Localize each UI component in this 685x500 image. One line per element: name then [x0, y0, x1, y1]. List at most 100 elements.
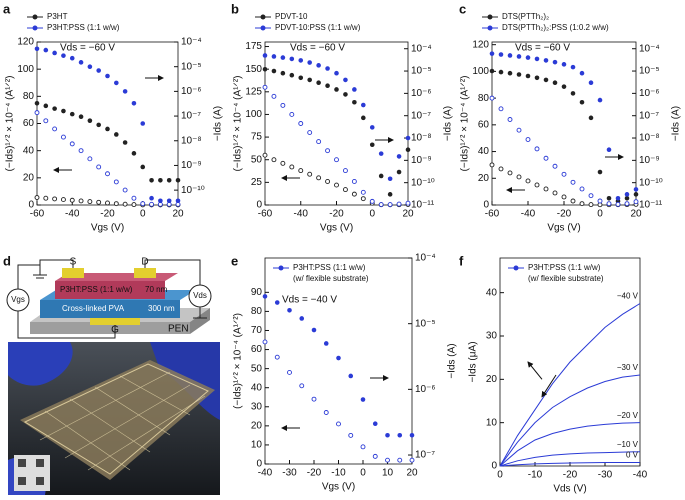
y2-tick-label: 10⁻⁷ — [181, 111, 201, 122]
current-point — [534, 56, 540, 62]
current-point — [405, 147, 411, 152]
sqrt-point — [96, 164, 102, 170]
sqrt-point — [570, 198, 576, 204]
x-tick-label: -40 — [633, 470, 648, 481]
current-point — [336, 355, 341, 361]
substrate-label: PEN — [168, 324, 189, 335]
x-tick-label: 0 — [140, 209, 146, 220]
current-point — [606, 147, 612, 152]
curve-label: −20 V — [617, 411, 639, 420]
sqrt-point — [334, 157, 339, 163]
sqrt-point — [149, 201, 155, 207]
y2-axis-label: −Ids (A) — [671, 106, 682, 141]
x-tick-label: -20 — [329, 209, 344, 220]
y-tick-label: 90 — [251, 287, 263, 298]
current-point — [325, 66, 330, 71]
y-tick-label: 20 — [486, 374, 498, 385]
current-point — [561, 62, 567, 67]
sweep-arrow — [527, 361, 543, 380]
sqrt-point — [516, 174, 522, 180]
y2-tick-label: 10⁻¹¹ — [639, 200, 663, 211]
current-point — [149, 178, 154, 183]
current-point — [61, 53, 66, 58]
current-point — [175, 178, 181, 183]
x-tick-label: -20 — [100, 209, 115, 220]
current-point — [149, 195, 154, 201]
curve-label: −40 V — [617, 292, 639, 301]
y2-tick-label: 10⁻⁶ — [411, 88, 432, 99]
device-schematic: S D P3HT:PSS (1:1 w/w) 70 nm Cross-linke… — [6, 257, 212, 339]
sqrt-point — [96, 199, 102, 205]
current-point — [360, 397, 366, 402]
y-tick-label: 75 — [251, 132, 263, 143]
sqrt-point — [140, 201, 146, 207]
legend-label: DTS(PTTh₂)₂:PSS (1:0.2 w/w) — [502, 23, 609, 32]
legend-label: P3HT:PSS (1:1 w/w) — [528, 263, 601, 272]
y-axis-label: (−Ids)¹ᐟ² × 10⁻⁴ (A¹ᐟ²) — [233, 313, 244, 409]
y2-axis-label: −Ids (A) — [443, 106, 454, 141]
y-tick-label: 50 — [251, 363, 263, 374]
x-tick-label: -60 — [485, 209, 500, 220]
plot-frame — [264, 257, 413, 465]
legend-marker — [278, 265, 284, 271]
sqrt-point — [360, 189, 366, 195]
current-point — [166, 178, 172, 183]
current-point — [262, 66, 268, 72]
current-point — [175, 198, 181, 204]
current-point — [369, 125, 375, 130]
current-point — [96, 122, 101, 128]
y-tick-label: 150 — [245, 64, 262, 75]
current-point — [570, 91, 576, 96]
sqrt-point — [60, 197, 66, 203]
y2-axis-label: −Ids (A) — [447, 343, 458, 378]
y-tick-label: 10 — [251, 440, 263, 451]
current-point — [158, 198, 163, 204]
sqrt-point — [60, 134, 66, 140]
current-point — [287, 307, 292, 313]
current-point — [52, 106, 57, 111]
current-point — [122, 89, 128, 94]
x-tick-label: -40 — [65, 209, 80, 220]
x-axis-label: Vgs (V) — [547, 223, 580, 234]
y2-tick-label: 10⁻⁵ — [411, 66, 432, 77]
current-point — [588, 115, 594, 121]
x-tick-label: 20 — [406, 468, 418, 479]
y-tick-label: 20 — [23, 172, 35, 183]
sqrt-point — [298, 168, 304, 174]
current-point — [140, 121, 146, 126]
annotation: Vds = −60 V — [515, 43, 570, 54]
current-point — [307, 77, 312, 83]
sqrt-point — [325, 148, 331, 154]
current-point — [271, 54, 277, 59]
panel-label: a — [3, 1, 11, 16]
x-tick-label: -40 — [521, 209, 536, 220]
y-tick-label: 120 — [17, 37, 34, 48]
current-point — [43, 47, 49, 53]
sqrt-point — [280, 102, 286, 108]
current-point — [87, 118, 93, 123]
dielectric-thickness: 300 nm — [148, 304, 175, 313]
legend-label: P3HT:PSS (1:1 w/w) — [47, 23, 120, 32]
sqrt-point — [378, 202, 384, 207]
y-tick-label: 60 — [23, 118, 35, 129]
y-axis-label: (−Ids)¹ᐟ² × 10⁻⁴ (A¹ᐟ²) — [233, 76, 244, 172]
y-tick-label: 30 — [486, 331, 498, 342]
sqrt-point — [498, 106, 504, 112]
sqrt-point — [351, 179, 357, 184]
x-tick-label: -60 — [30, 209, 45, 220]
y2-tick-label: 10⁻⁸ — [411, 133, 432, 144]
sqrt-point — [262, 84, 268, 90]
iv-curve — [499, 422, 641, 467]
current-point — [311, 327, 317, 333]
panel-label: f — [459, 253, 464, 268]
sqrt-point — [113, 201, 119, 207]
current-point — [579, 70, 585, 76]
sqrt-point — [516, 127, 522, 133]
current-point — [34, 46, 40, 52]
sweep-arrow — [541, 374, 557, 398]
y2-tick-label: 10⁻⁹ — [411, 155, 432, 166]
sqrt-point — [105, 200, 110, 206]
x-tick-label: 20 — [172, 209, 184, 220]
sqrt-point — [105, 171, 110, 177]
current-point — [131, 151, 137, 156]
